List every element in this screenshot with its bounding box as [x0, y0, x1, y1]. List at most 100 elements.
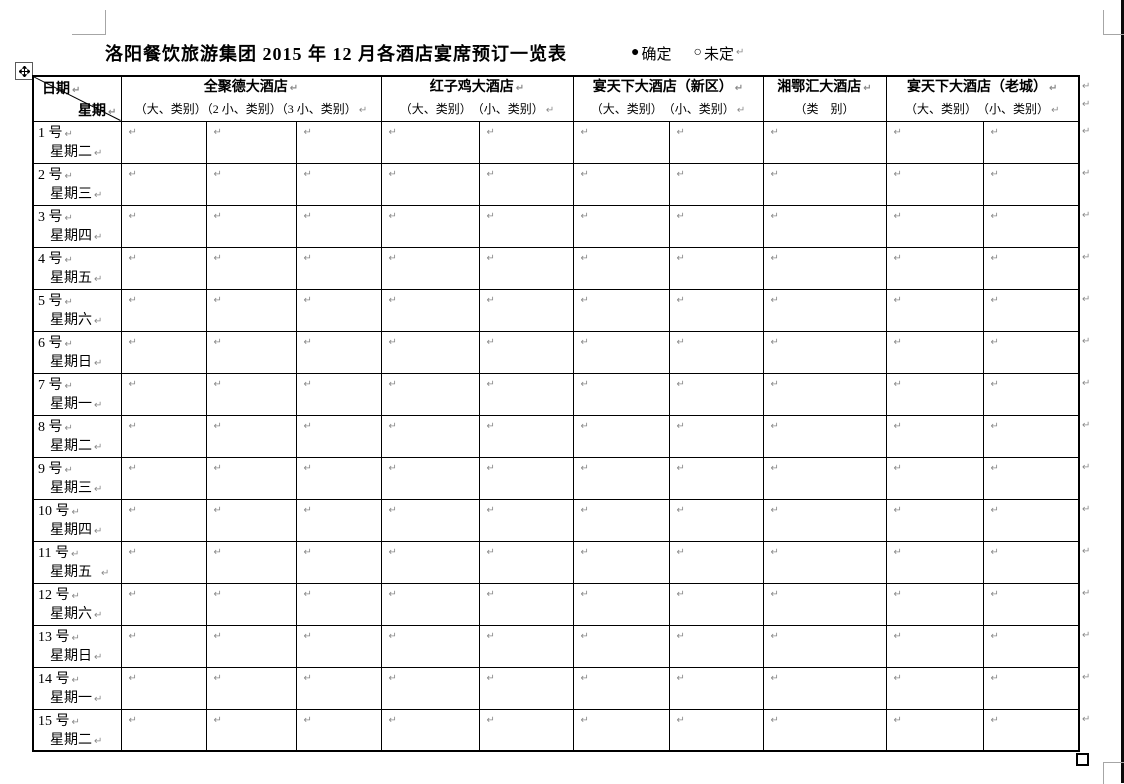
- booking-cell[interactable]: ↵: [668, 204, 764, 248]
- booking-cell[interactable]: ↵: [572, 120, 670, 164]
- booking-cell[interactable]: ↵: [295, 582, 382, 626]
- booking-cell[interactable]: ↵: [120, 708, 207, 752]
- booking-cell[interactable]: ↵: [478, 456, 574, 500]
- booking-cell[interactable]: ↵: [295, 120, 382, 164]
- booking-cell[interactable]: ↵: [572, 414, 670, 458]
- booking-cell[interactable]: ↵: [668, 414, 764, 458]
- booking-cell[interactable]: ↵: [380, 582, 480, 626]
- booking-cell[interactable]: ↵: [120, 414, 207, 458]
- booking-cell[interactable]: ↵: [572, 288, 670, 332]
- booking-cell[interactable]: ↵: [572, 372, 670, 416]
- booking-cell[interactable]: ↵: [982, 372, 1080, 416]
- date-cell[interactable]: 14 号 ↵ 星期一 ↵: [32, 666, 122, 710]
- booking-cell[interactable]: ↵: [205, 708, 297, 752]
- booking-cell[interactable]: ↵: [478, 372, 574, 416]
- booking-cell[interactable]: ↵: [982, 204, 1080, 248]
- booking-cell[interactable]: ↵: [885, 708, 984, 752]
- booking-cell[interactable]: ↵: [478, 330, 574, 374]
- booking-cell[interactable]: ↵: [668, 456, 764, 500]
- booking-cell[interactable]: ↵: [762, 708, 887, 752]
- booking-cell[interactable]: ↵: [478, 540, 574, 584]
- hotel-header-yantianxia-xinqu[interactable]: 宴天下大酒店（新区） ↵ （大、类别） （小、类别） ↵: [572, 75, 764, 122]
- booking-cell[interactable]: ↵: [982, 246, 1080, 290]
- booking-cell[interactable]: ↵: [380, 120, 480, 164]
- booking-cell[interactable]: ↵: [295, 204, 382, 248]
- booking-cell[interactable]: ↵: [572, 666, 670, 710]
- booking-cell[interactable]: ↵: [572, 330, 670, 374]
- booking-cell[interactable]: ↵: [120, 288, 207, 332]
- booking-cell[interactable]: ↵: [295, 666, 382, 710]
- booking-cell[interactable]: ↵: [295, 246, 382, 290]
- booking-cell[interactable]: ↵: [885, 540, 984, 584]
- booking-cell[interactable]: ↵: [295, 708, 382, 752]
- booking-cell[interactable]: ↵: [885, 624, 984, 668]
- booking-cell[interactable]: ↵: [668, 498, 764, 542]
- booking-cell[interactable]: ↵: [120, 330, 207, 374]
- booking-cell[interactable]: ↵: [762, 372, 887, 416]
- booking-cell[interactable]: ↵: [762, 498, 887, 542]
- booking-cell[interactable]: ↵: [205, 498, 297, 542]
- booking-cell[interactable]: ↵: [885, 204, 984, 248]
- booking-cell[interactable]: ↵: [982, 624, 1080, 668]
- booking-cell[interactable]: ↵: [205, 288, 297, 332]
- booking-cell[interactable]: ↵: [885, 246, 984, 290]
- booking-cell[interactable]: ↵: [982, 708, 1080, 752]
- date-cell[interactable]: 8 号 ↵ 星期二 ↵: [32, 414, 122, 458]
- booking-cell[interactable]: ↵: [885, 162, 984, 206]
- booking-cell[interactable]: ↵: [572, 708, 670, 752]
- booking-cell[interactable]: ↵: [205, 582, 297, 626]
- booking-cell[interactable]: ↵: [668, 288, 764, 332]
- booking-cell[interactable]: ↵: [982, 414, 1080, 458]
- hotel-header-yantianxia-laocheng[interactable]: 宴天下大酒店（老城） ↵ （大、类别） （小、类别） ↵: [885, 75, 1080, 122]
- booking-cell[interactable]: ↵: [205, 666, 297, 710]
- booking-cell[interactable]: ↵: [380, 204, 480, 248]
- legend[interactable]: ● 确定 ○ 未定 ↵: [631, 43, 744, 64]
- booking-cell[interactable]: ↵: [885, 120, 984, 164]
- booking-cell[interactable]: ↵: [295, 330, 382, 374]
- booking-cell[interactable]: ↵: [380, 498, 480, 542]
- booking-cell[interactable]: ↵: [762, 246, 887, 290]
- booking-cell[interactable]: ↵: [380, 372, 480, 416]
- booking-cell[interactable]: ↵: [982, 162, 1080, 206]
- booking-cell[interactable]: ↵: [572, 246, 670, 290]
- booking-cell[interactable]: ↵: [572, 582, 670, 626]
- booking-cell[interactable]: ↵: [982, 582, 1080, 626]
- booking-cell[interactable]: ↵: [982, 540, 1080, 584]
- booking-cell[interactable]: ↵: [205, 330, 297, 374]
- booking-cell[interactable]: ↵: [120, 162, 207, 206]
- date-cell[interactable]: 5 号 ↵ 星期六 ↵: [32, 288, 122, 332]
- date-cell[interactable]: 15 号 ↵ 星期二 ↵: [32, 708, 122, 752]
- booking-cell[interactable]: ↵: [205, 540, 297, 584]
- booking-cell[interactable]: ↵: [295, 372, 382, 416]
- booking-cell[interactable]: ↵: [885, 582, 984, 626]
- booking-cell[interactable]: ↵: [982, 666, 1080, 710]
- date-cell[interactable]: 10 号 ↵ 星期四 ↵: [32, 498, 122, 542]
- date-cell[interactable]: 12 号 ↵ 星期六 ↵: [32, 582, 122, 626]
- booking-cell[interactable]: ↵: [478, 162, 574, 206]
- booking-cell[interactable]: ↵: [885, 498, 984, 542]
- booking-cell[interactable]: ↵: [380, 246, 480, 290]
- booking-cell[interactable]: ↵: [205, 246, 297, 290]
- booking-cell[interactable]: ↵: [380, 708, 480, 752]
- booking-cell[interactable]: ↵: [205, 456, 297, 500]
- booking-cell[interactable]: ↵: [478, 666, 574, 710]
- booking-cell[interactable]: ↵: [668, 666, 764, 710]
- booking-cell[interactable]: ↵: [478, 288, 574, 332]
- hotel-header-xiangehui[interactable]: 湘鄂汇大酒店 ↵ （类 别）: [762, 75, 887, 122]
- booking-cell[interactable]: ↵: [572, 540, 670, 584]
- booking-cell[interactable]: ↵: [120, 624, 207, 668]
- booking-cell[interactable]: ↵: [762, 414, 887, 458]
- booking-cell[interactable]: ↵: [668, 624, 764, 668]
- booking-cell[interactable]: ↵: [668, 120, 764, 164]
- booking-cell[interactable]: ↵: [762, 162, 887, 206]
- booking-cell[interactable]: ↵: [205, 162, 297, 206]
- booking-cell[interactable]: ↵: [205, 204, 297, 248]
- booking-cell[interactable]: ↵: [120, 498, 207, 542]
- date-cell[interactable]: 11 号 ↵ 星期五 ↵: [32, 540, 122, 584]
- booking-cell[interactable]: ↵: [478, 498, 574, 542]
- booking-cell[interactable]: ↵: [572, 456, 670, 500]
- booking-cell[interactable]: ↵: [380, 624, 480, 668]
- booking-cell[interactable]: ↵: [205, 120, 297, 164]
- booking-cell[interactable]: ↵: [295, 162, 382, 206]
- booking-cell[interactable]: ↵: [982, 498, 1080, 542]
